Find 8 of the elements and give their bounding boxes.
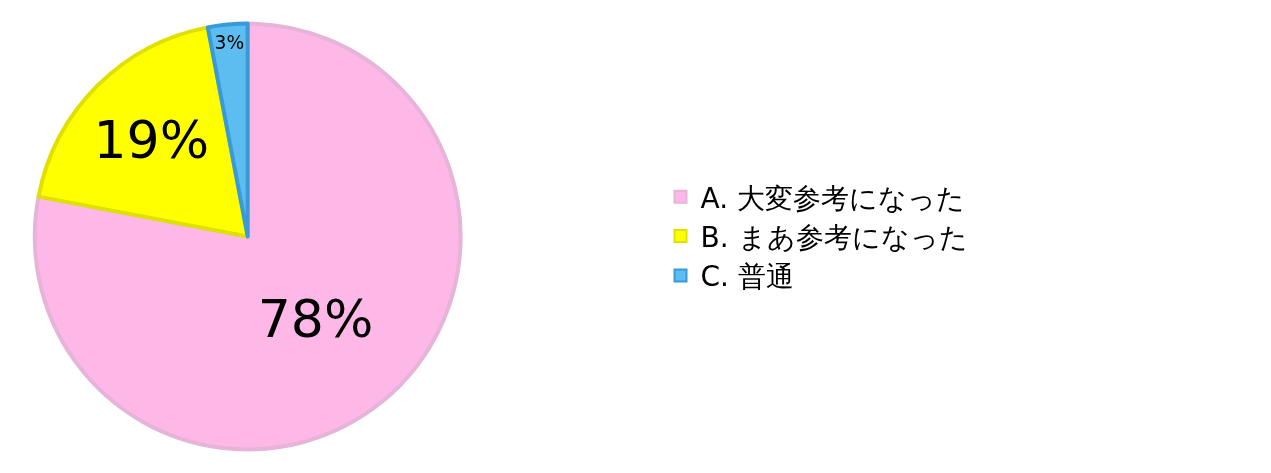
data-label: 3% — [214, 32, 245, 54]
legend-label: C. 普通 — [700, 260, 794, 294]
pie-slice — [33, 21, 463, 452]
legend-label: B. まあ参考になった — [700, 221, 968, 255]
data-label: 78% — [257, 288, 374, 349]
legend-label: A. 大変参考になった — [700, 181, 965, 215]
data-label: 19% — [93, 110, 210, 171]
pie-slice — [205, 21, 250, 239]
